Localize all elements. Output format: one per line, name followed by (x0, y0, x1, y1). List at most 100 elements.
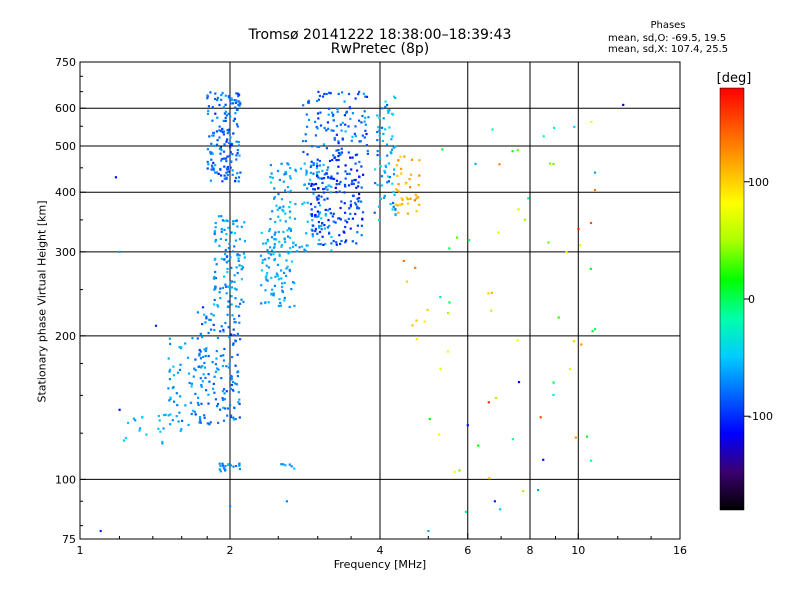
data-point (326, 188, 329, 191)
data-point (267, 301, 270, 304)
data-point (405, 196, 408, 199)
data-point (219, 470, 222, 473)
data-point (539, 416, 542, 419)
data-point (216, 367, 219, 370)
data-point (622, 103, 625, 106)
data-point (198, 352, 201, 355)
data-point (224, 103, 227, 106)
data-point (207, 354, 210, 358)
x-axis-label: Frequency [MHz] (333, 558, 427, 571)
x-tick-label: 1 (77, 544, 84, 557)
data-point (201, 323, 204, 326)
data-point (213, 303, 216, 306)
data-point (312, 188, 315, 191)
x-tick-label: 4 (377, 544, 384, 557)
data-point (396, 189, 399, 192)
data-point (210, 312, 213, 315)
data-point (233, 274, 236, 277)
data-point (289, 228, 292, 231)
data-point (176, 404, 179, 407)
data-point (234, 239, 237, 242)
data-point (394, 203, 397, 206)
data-point (235, 464, 238, 468)
data-point (199, 357, 203, 360)
data-point (213, 328, 216, 332)
data-point (218, 136, 221, 139)
data-point (415, 338, 418, 341)
data-point (118, 250, 121, 253)
data-point (238, 101, 241, 104)
data-point (225, 160, 228, 163)
data-point (233, 406, 236, 409)
data-point (196, 401, 200, 404)
data-point (557, 316, 560, 319)
data-point (284, 464, 287, 467)
data-point (348, 172, 351, 175)
data-point (378, 129, 381, 132)
data-point (193, 367, 196, 370)
data-point (385, 143, 389, 146)
data-point (238, 264, 241, 267)
data-point (356, 169, 359, 172)
data-point (328, 207, 331, 211)
data-point (349, 203, 352, 206)
data-point (219, 167, 222, 171)
data-point (349, 212, 352, 215)
data-point (226, 271, 229, 274)
data-point (235, 154, 238, 157)
data-point (344, 219, 347, 222)
data-point (171, 419, 174, 422)
data-point (226, 165, 229, 169)
data-point (316, 210, 319, 213)
data-point (288, 463, 291, 466)
data-point (210, 164, 214, 167)
data-point (324, 208, 327, 211)
data-point (224, 248, 227, 252)
data-point (232, 222, 235, 226)
data-point (344, 211, 347, 214)
data-point (314, 213, 317, 217)
data-point (279, 301, 282, 305)
data-point (203, 361, 206, 365)
data-point (222, 119, 225, 122)
data-point (334, 221, 337, 224)
data-point (214, 363, 217, 366)
data-point (272, 292, 275, 295)
data-point (178, 346, 181, 349)
data-point (384, 171, 387, 174)
data-point (331, 111, 334, 114)
data-point (215, 263, 218, 266)
data-point (312, 162, 315, 165)
data-point (361, 211, 365, 214)
data-point (354, 162, 357, 165)
data-point (229, 231, 232, 234)
data-point (339, 206, 342, 210)
x-tick-label: 16 (673, 544, 687, 557)
data-point (223, 398, 226, 401)
data-point (321, 177, 324, 180)
data-point (286, 250, 289, 253)
data-point (238, 238, 241, 241)
data-point (234, 340, 237, 343)
data-point (305, 169, 308, 172)
data-point (188, 381, 191, 385)
data-point (329, 92, 332, 95)
data-point (219, 237, 222, 241)
data-point (351, 179, 354, 182)
data-point (286, 186, 290, 189)
data-point (228, 97, 231, 100)
data-point (223, 275, 226, 278)
data-point (230, 160, 233, 163)
data-point (335, 125, 338, 128)
data-point (312, 172, 315, 175)
data-point (269, 164, 272, 167)
data-point (192, 409, 195, 412)
data-point (400, 172, 403, 175)
data-point (294, 203, 297, 206)
data-point (225, 177, 228, 181)
data-point (314, 229, 317, 233)
data-point (205, 317, 208, 320)
data-point (345, 239, 348, 242)
data-point (206, 148, 209, 151)
data-point (337, 152, 341, 155)
